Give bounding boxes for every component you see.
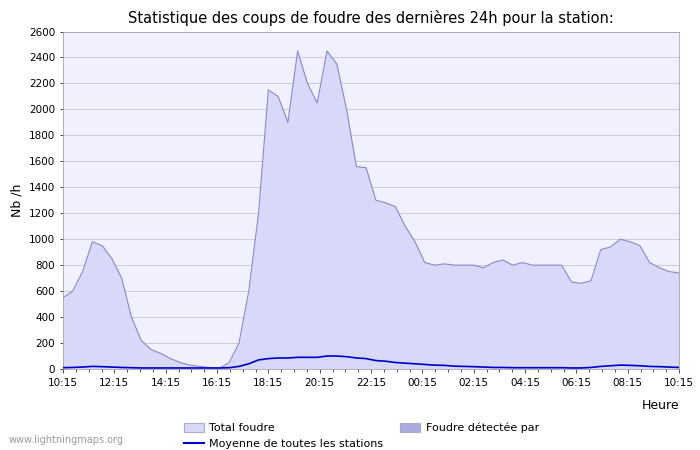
Legend: Total foudre, Moyenne de toutes les stations, Foudre détectée par: Total foudre, Moyenne de toutes les stat…: [179, 418, 543, 450]
Title: Statistique des coups de foudre des dernières 24h pour la station:: Statistique des coups de foudre des dern…: [128, 10, 614, 26]
Y-axis label: Nb /h: Nb /h: [10, 184, 24, 217]
Text: Heure: Heure: [641, 400, 679, 412]
Text: www.lightningmaps.org: www.lightningmaps.org: [8, 435, 123, 445]
